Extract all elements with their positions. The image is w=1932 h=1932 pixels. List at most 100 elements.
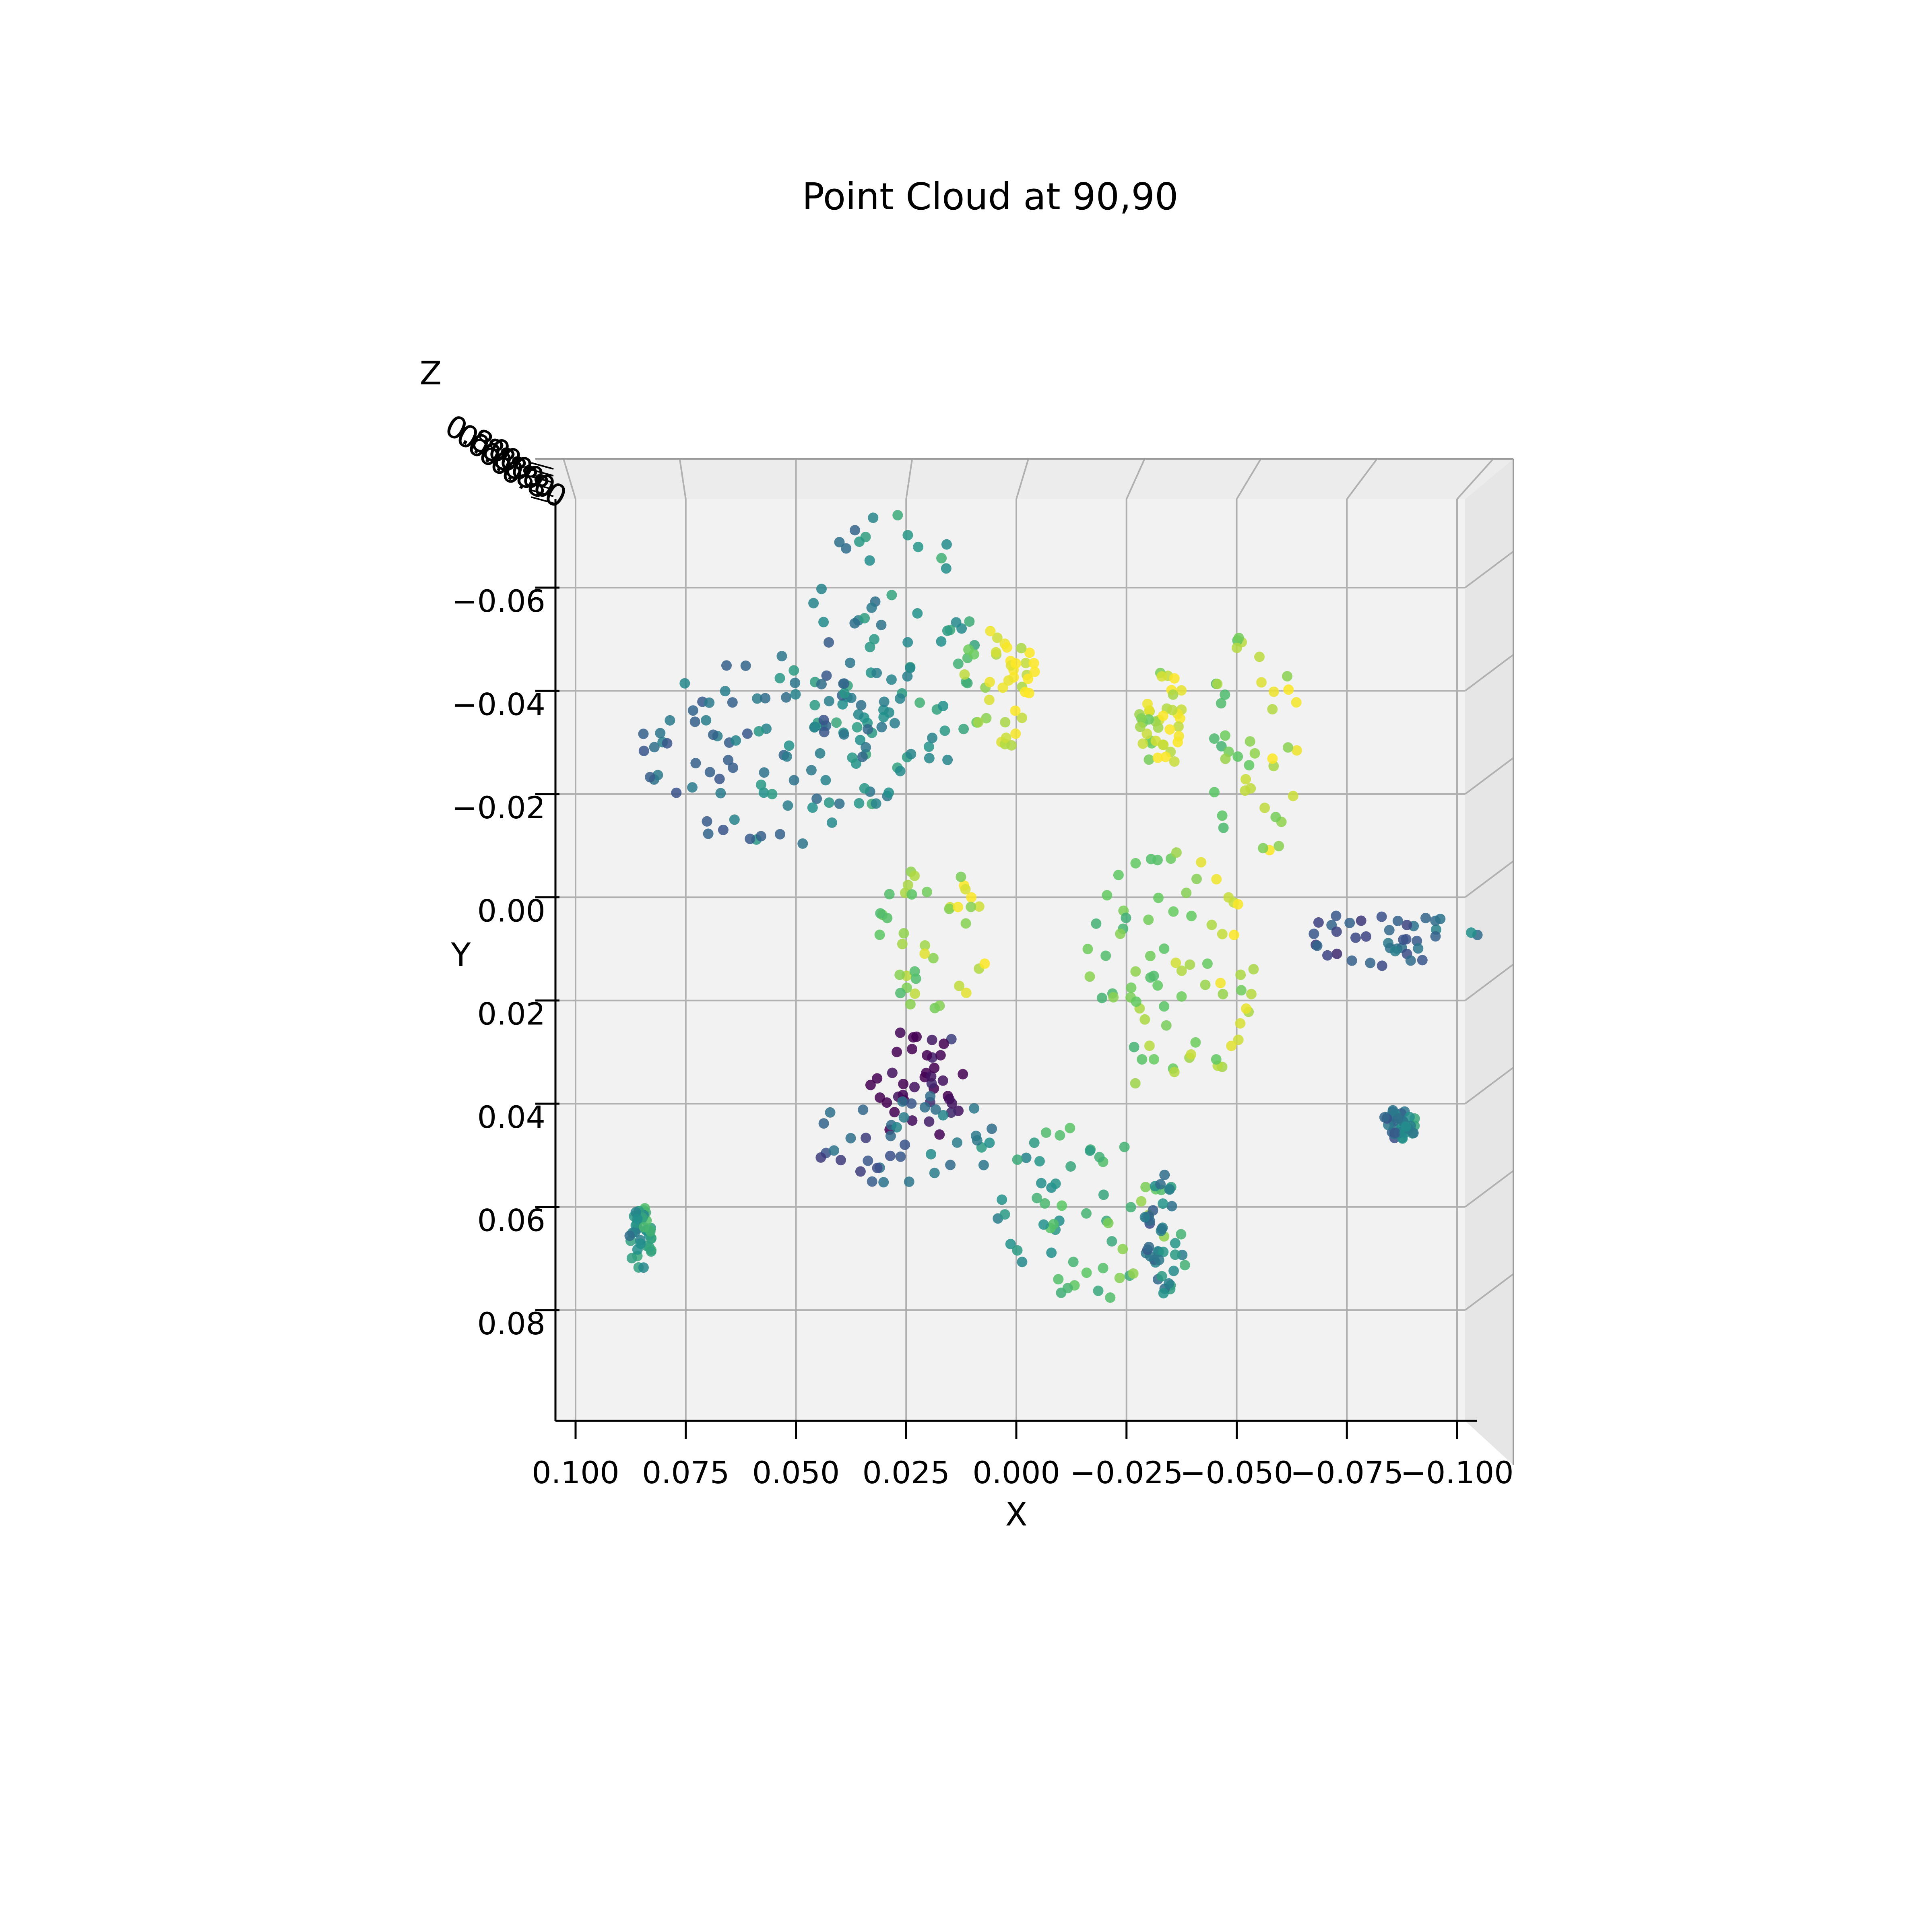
x-tick-label: −0.050 <box>1180 1455 1293 1490</box>
point <box>956 623 967 634</box>
point <box>819 727 830 737</box>
point <box>646 1246 656 1257</box>
y-tick-label: −0.02 <box>452 790 545 826</box>
point <box>878 1177 889 1188</box>
point <box>895 1027 906 1038</box>
point <box>1135 721 1146 732</box>
point <box>970 1131 981 1141</box>
point <box>907 1044 917 1055</box>
point <box>702 816 712 827</box>
point <box>869 634 879 645</box>
point <box>1158 739 1168 750</box>
x-tick-label: 0.000 <box>972 1455 1060 1490</box>
point <box>904 1177 914 1187</box>
point <box>929 1063 940 1073</box>
point <box>871 668 882 678</box>
point <box>824 696 834 706</box>
point <box>1017 1257 1028 1267</box>
point <box>845 657 856 668</box>
point <box>1356 915 1366 926</box>
point <box>1235 1018 1246 1029</box>
y-gridline-side <box>1464 551 1514 588</box>
point <box>714 774 725 784</box>
point <box>1186 1049 1197 1060</box>
point <box>959 669 970 680</box>
point <box>815 748 826 759</box>
point <box>816 584 827 594</box>
point <box>958 724 969 735</box>
chart-title: Point Cloud at 90,90 <box>802 175 1179 218</box>
point <box>1108 992 1119 1003</box>
point <box>871 798 881 809</box>
point <box>865 1080 876 1090</box>
point <box>1254 651 1265 662</box>
point <box>953 658 964 669</box>
point <box>1140 1182 1151 1193</box>
point <box>1005 1238 1016 1249</box>
point <box>1283 684 1294 695</box>
point <box>1039 1198 1050 1209</box>
point <box>1170 958 1181 968</box>
point <box>898 928 909 939</box>
point <box>854 798 865 809</box>
point <box>1126 982 1137 993</box>
point <box>966 892 977 903</box>
point <box>855 1166 866 1177</box>
point <box>1155 1179 1166 1190</box>
point <box>752 693 763 704</box>
point <box>881 1097 892 1108</box>
point <box>961 987 972 998</box>
bottom-right-stem <box>1139 1170 1190 1298</box>
point <box>941 563 952 574</box>
point <box>898 1112 909 1123</box>
y-gridline-side <box>1464 757 1514 795</box>
point <box>797 838 808 849</box>
point <box>1245 783 1256 794</box>
point <box>1012 1154 1023 1165</box>
point <box>1430 931 1441 942</box>
point <box>740 661 751 671</box>
point <box>872 1073 883 1084</box>
point <box>1055 1130 1065 1141</box>
point <box>1098 1189 1109 1200</box>
point <box>1119 1141 1130 1152</box>
point <box>922 887 932 897</box>
point <box>1081 1267 1092 1278</box>
point <box>924 753 935 764</box>
y-axis-label: Y <box>451 936 471 974</box>
point <box>1173 721 1184 732</box>
point <box>929 1168 940 1179</box>
point <box>1365 958 1376 968</box>
point <box>1093 1286 1104 1296</box>
point <box>939 725 950 736</box>
point <box>1331 926 1342 937</box>
point <box>1274 841 1284 852</box>
point <box>944 904 955 914</box>
point <box>626 1253 637 1263</box>
point <box>936 636 947 647</box>
point <box>897 1096 908 1107</box>
y-gridline-side <box>1464 860 1514 898</box>
point <box>1176 1229 1187 1240</box>
point <box>1130 1078 1141 1089</box>
point <box>1171 847 1182 858</box>
center-bulb <box>874 866 990 1013</box>
point <box>1331 948 1342 959</box>
point <box>1038 1219 1049 1230</box>
point <box>997 1194 1007 1205</box>
point <box>1156 1271 1167 1282</box>
top-center-leaf <box>808 510 980 801</box>
point <box>1057 1200 1067 1211</box>
point <box>1291 697 1302 708</box>
point <box>1241 1003 1251 1014</box>
point <box>906 749 916 760</box>
point <box>782 800 793 811</box>
point <box>1387 1105 1398 1116</box>
point <box>1010 705 1021 716</box>
point <box>1312 940 1323 951</box>
point <box>875 908 886 919</box>
point <box>834 798 845 809</box>
point <box>907 1115 918 1126</box>
point <box>909 871 920 881</box>
point <box>1217 929 1228 939</box>
